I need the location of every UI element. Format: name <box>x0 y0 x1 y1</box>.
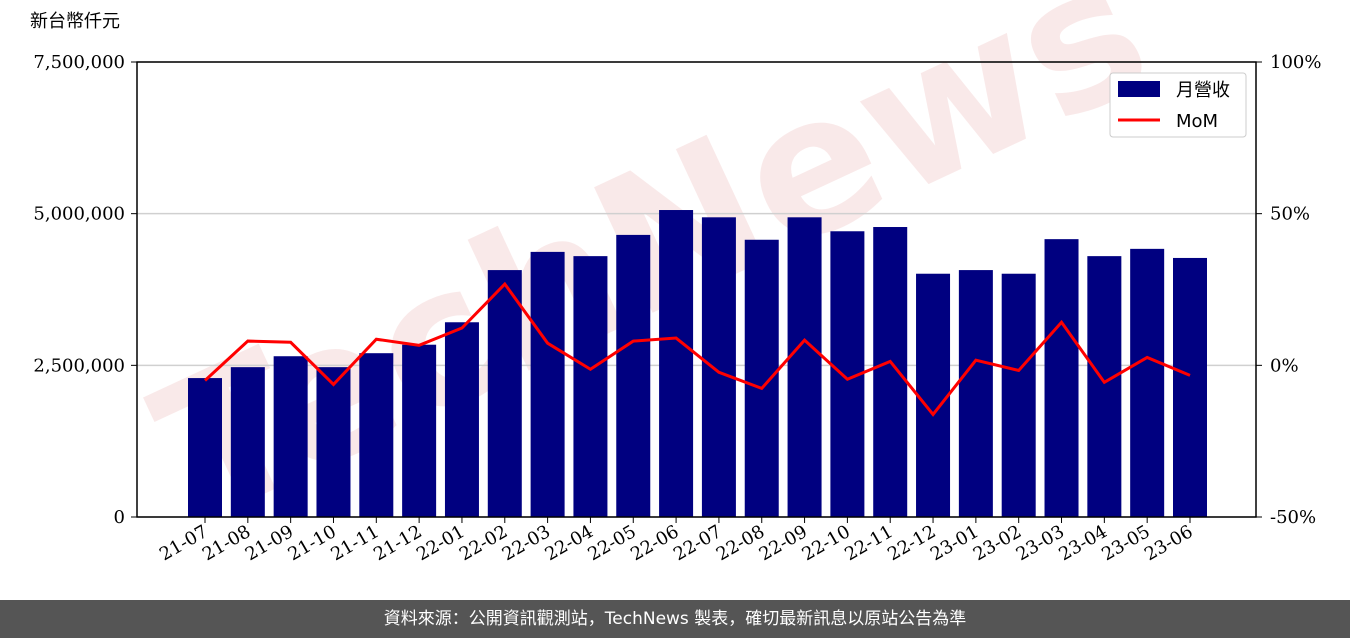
x-tick-label: 22-08 <box>713 521 768 565</box>
bar <box>487 270 522 517</box>
x-tick-label: 22-05 <box>584 521 639 565</box>
x-tick-label: 21-07 <box>156 521 211 565</box>
x-tick-label: 23-06 <box>1141 521 1196 565</box>
bar <box>273 356 308 517</box>
y2-tick-label: 0% <box>1270 355 1299 376</box>
x-tick-label: 23-04 <box>1055 521 1110 565</box>
bar <box>616 234 651 517</box>
y-axis-label: 新台幣仟元 <box>30 11 120 32</box>
bar <box>316 367 351 517</box>
legend-label: MoM <box>1176 111 1218 132</box>
x-tick-label: 22-12 <box>884 521 939 565</box>
bar <box>1044 239 1079 517</box>
bar <box>573 256 608 517</box>
bar <box>1087 256 1122 517</box>
x-tick-label: 23-01 <box>927 521 982 565</box>
x-tick-label: 22-11 <box>841 521 896 565</box>
y-tick-label: 0 <box>114 507 125 528</box>
legend-label: 月營收 <box>1176 80 1230 101</box>
y-tick-label: 7,500,000 <box>33 52 125 73</box>
x-tick-label: 22-01 <box>413 521 468 565</box>
bar <box>787 217 822 517</box>
chart: 新台幣仟元 TechNews 02,500,0005,000,0007,500,… <box>30 0 1321 565</box>
bar <box>444 322 479 517</box>
x-tick-label: 21-11 <box>327 521 382 565</box>
x-tick-label: 22-04 <box>541 521 596 565</box>
x-tick-label: 22-09 <box>756 521 811 565</box>
bar <box>530 251 565 518</box>
y2-tick-label: 100% <box>1270 52 1321 73</box>
x-tick-label: 23-03 <box>1013 521 1068 565</box>
bar <box>1173 257 1207 517</box>
plot-frame <box>136 61 1257 518</box>
x-tick-label: 21-12 <box>370 521 425 565</box>
y-tick-label: 2,500,000 <box>33 355 125 376</box>
bar <box>1001 273 1036 517</box>
bar <box>402 344 437 517</box>
bar <box>359 353 394 517</box>
bar <box>701 217 736 517</box>
bar <box>916 273 951 517</box>
x-tick-label: 23-05 <box>1098 521 1153 565</box>
y-tick-label: 5,000,000 <box>33 204 125 225</box>
bar <box>1130 248 1165 517</box>
bar <box>188 378 222 517</box>
bar <box>873 227 908 517</box>
x-tick-label: 22-02 <box>456 521 511 565</box>
bar <box>958 270 993 517</box>
footer: 資料來源：公開資訊觀測站，TechNews 製表，確切最新訊息以原站公告為準 <box>0 600 1350 638</box>
bar <box>659 210 694 517</box>
bar <box>744 239 779 517</box>
y2-tick-label: 50% <box>1270 204 1310 225</box>
bar <box>230 367 265 517</box>
legend-swatch <box>1118 81 1160 97</box>
y2-tick-label: -50% <box>1270 507 1316 528</box>
x-tick-label: 23-02 <box>970 521 1025 565</box>
x-tick-label: 22-03 <box>499 521 554 565</box>
line <box>203 281 1191 417</box>
x-tick-label: 22-07 <box>670 521 725 565</box>
x-tick-label: 22-06 <box>627 521 682 565</box>
x-tick-label: 22-10 <box>798 521 853 565</box>
